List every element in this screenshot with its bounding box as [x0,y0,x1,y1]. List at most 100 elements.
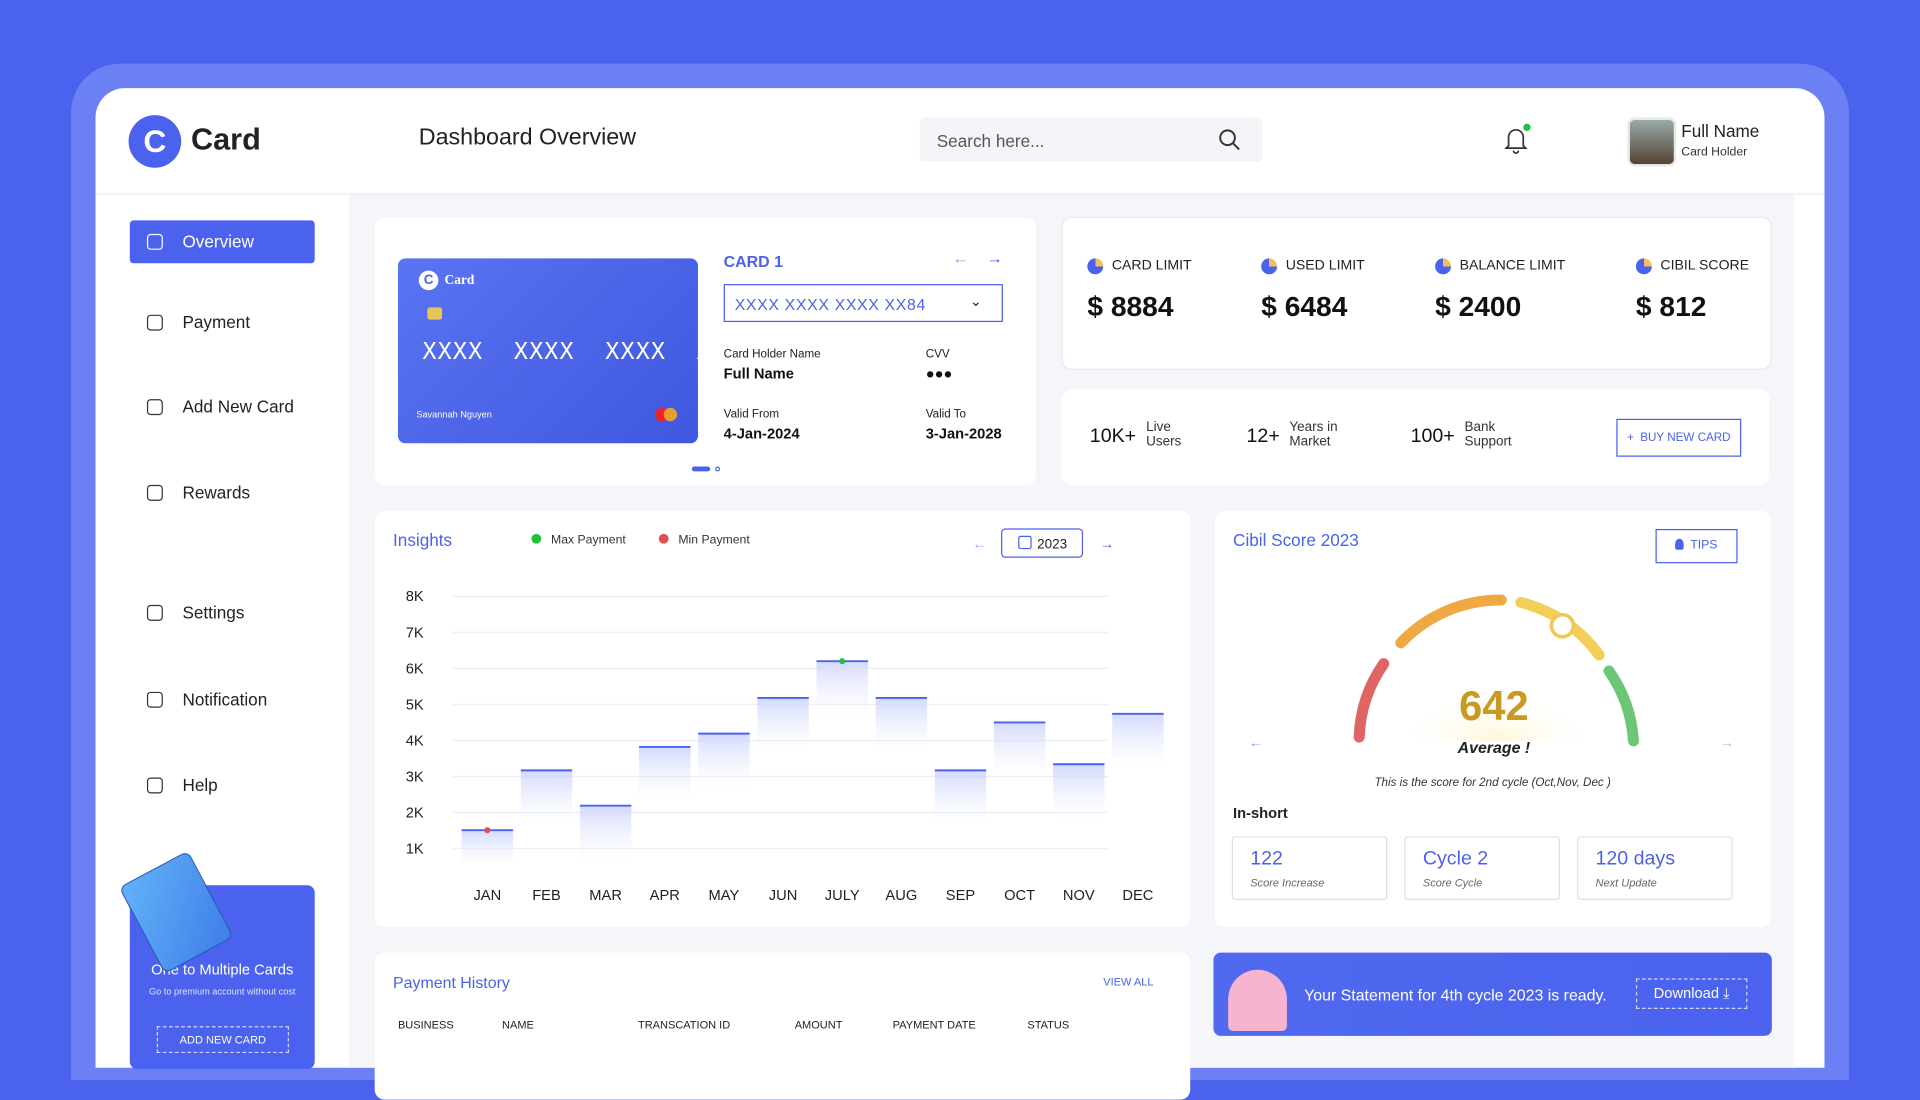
limit-label: USED LIMIT [1285,258,1365,274]
score: 642 [1459,683,1529,730]
x-tick-label: DEC [1122,888,1153,904]
nav-icon [146,777,163,794]
nav-icon [146,604,163,621]
legend-label: Min Payment [678,533,750,547]
column-header: STATUS [1027,1018,1070,1032]
tips-label: TIPS [1690,538,1718,553]
cibil-title: Cibil Score 2023 [1233,530,1359,550]
field-label: Card Holder Name [723,347,821,362]
view-all[interactable]: VIEW ALL [1103,975,1154,989]
bar-fade [639,746,691,803]
x-tick-label: NOV [1063,888,1095,904]
x-tick-label: APR [650,888,680,904]
card-holder: Savannah Nguyen [416,408,492,421]
x-tick-label: JULY [825,888,860,904]
stat-value: 12+ [1246,426,1280,447]
card-heading: CARD 1 [723,252,783,271]
calendar-icon [1018,535,1032,550]
bar-fade [520,770,573,826]
bar-fade [1053,764,1105,820]
buy-card-button[interactable]: + BUY NEW CARD [1616,418,1742,457]
x-tick-label: AUG [885,888,917,904]
bar-fade [934,770,987,826]
y-tick-label: 2K [406,805,424,821]
promo-title: One to Multiple Cards [151,961,294,979]
add-card-button[interactable]: ADD NEW CARD [156,1026,289,1054]
carousel-dot[interactable] [715,466,721,472]
mc-orange [663,407,678,422]
active-item[interactable] [129,220,315,264]
avatar[interactable] [1627,117,1677,167]
bar-fade [698,733,750,789]
limit-icon [1635,258,1652,275]
nav-item[interactable]: Add New Card [182,396,294,417]
logo: C [128,115,182,168]
column-header: AMOUNT [794,1018,843,1032]
gauge [1353,594,1639,747]
y-tick-label: 6K [406,661,424,677]
download-button[interactable]: Download ⤓ [1635,978,1748,1009]
inshort-label: Score Cycle [1422,876,1483,889]
search-box[interactable]: Search here... [919,117,1263,162]
field-value: Full Name [723,364,794,383]
stats-panel [1061,389,1770,485]
y-tick-label: 8K [406,589,424,605]
carousel-dot[interactable] [691,466,711,472]
x-tick-label: SEP [946,888,976,904]
field-value: 3-Jan-2028 [925,424,1002,443]
tips-button[interactable]: TIPS [1655,528,1738,564]
divider [95,193,1825,195]
x-tick-label: JAN [473,888,501,904]
gauge-next[interactable]: → [1720,735,1734,751]
x-tick-label: OCT [1004,888,1035,904]
score-note: This is the score for 2nd cycle (Oct,Nov… [1374,776,1611,790]
bar-fade [461,830,514,866]
nav-item[interactable]: Overview [182,231,254,252]
next-arrow[interactable]: → [986,248,1003,267]
nav-item[interactable]: Payment [182,312,251,332]
page-title: Dashboard Overview [418,124,637,151]
plus: + [1627,431,1641,445]
statement-banner: Your Statement for 4th cycle 2023 is rea… [1213,952,1772,1036]
bar-fade [875,697,928,754]
year-label: 2023 [1037,537,1067,552]
limit-icon [1435,258,1452,275]
search-placeholder: Search here... [936,131,1045,151]
buy-card-label: BUY NEW CARD [1640,431,1731,445]
year-prev[interactable]: ← [972,537,987,553]
year-next[interactable]: → [1100,537,1115,553]
card-select[interactable]: XXXX XXXX XXXX XX84 ⌄ [723,284,1003,323]
prev-arrow[interactable]: ← [952,248,969,267]
stage: C Card Dashboard Overview Search here...… [71,63,1849,1100]
legend-dot [658,533,669,544]
limit-icon [1261,258,1278,275]
nav-item[interactable]: Help [182,775,218,795]
chart-title: Insights [393,530,452,550]
nav-item[interactable]: Notification [182,689,268,709]
x-tick-label: JUN [769,888,798,904]
bar-fade [816,661,868,717]
inshort-label: Score Increase [1250,876,1325,889]
card-logo: C [418,270,439,291]
nav-item[interactable]: Rewards [182,482,251,503]
gauge-prev[interactable]: ← [1248,735,1263,751]
bar-fade [993,722,1046,778]
bell-icon[interactable] [1502,123,1531,156]
column-header: PAYMENT DATE [892,1018,976,1032]
y-tick-label: 1K [406,841,424,857]
field-label: CVV [925,347,950,362]
nav-item[interactable]: Settings [182,602,245,623]
legend-label: Max Payment [551,533,626,547]
card-number: XXXX XXXX XXXX XX84 [422,337,758,365]
search-icon [1219,129,1240,151]
nav-icon [146,314,163,331]
limit-label: BALANCE LIMIT [1459,258,1566,274]
column-header: BUSINESS [397,1018,454,1032]
bar-fade [579,805,632,861]
limit-value: $ 812 [1635,290,1707,323]
limit-icon [1087,258,1104,275]
bulb [1675,538,1685,550]
inshort-label: Next Update [1595,876,1657,889]
download-label: Download [1653,984,1720,1002]
nav-icon [146,233,163,250]
